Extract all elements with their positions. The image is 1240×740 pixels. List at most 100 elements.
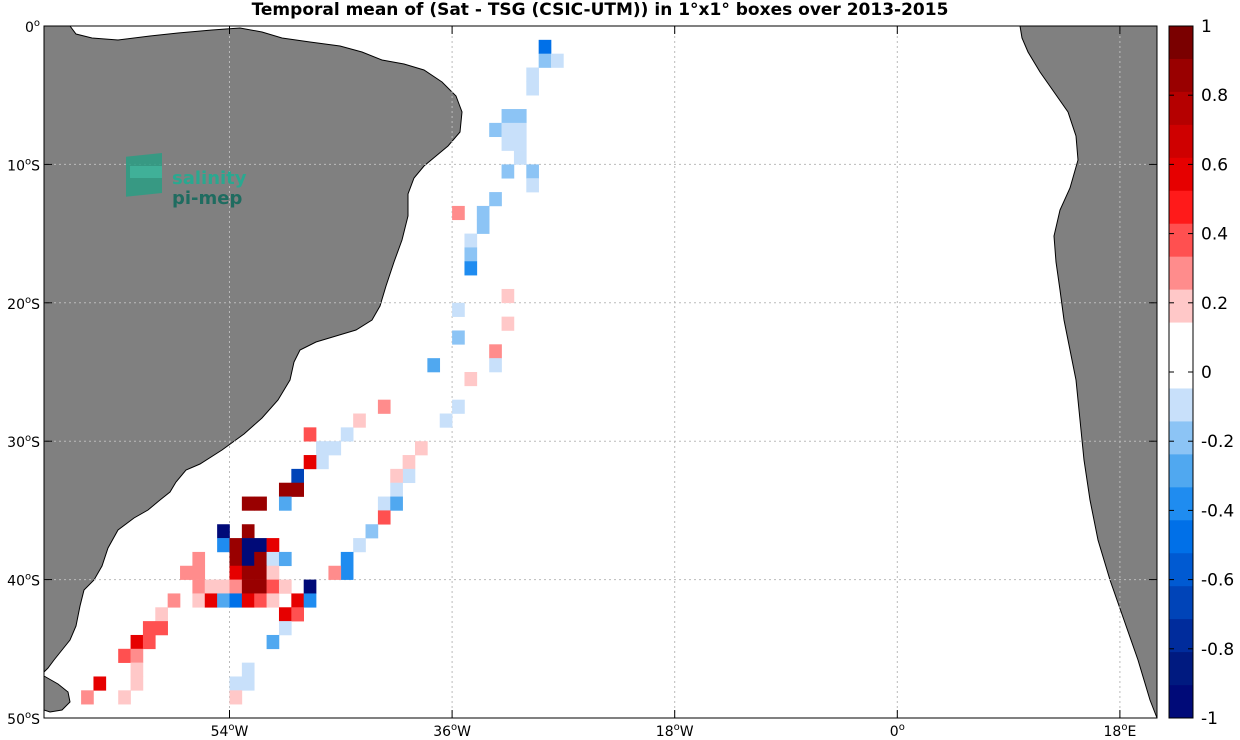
data-cell — [353, 413, 366, 428]
colorbar-segment — [1169, 58, 1193, 93]
data-cell — [538, 53, 552, 68]
data-cell — [501, 316, 515, 331]
lat-tick-label: 30oS — [7, 433, 40, 451]
data-cell — [217, 538, 230, 553]
data-cell — [316, 441, 329, 456]
data-cell — [266, 551, 280, 567]
colorbar-tick-label: 0.2 — [1201, 294, 1228, 314]
data-cell — [130, 676, 144, 691]
logo-text-salinity: salinity — [172, 168, 247, 189]
data-cell — [192, 579, 206, 594]
data-cell — [278, 607, 292, 622]
data-cell — [241, 551, 255, 567]
data-cell — [266, 538, 280, 553]
data-cell — [489, 358, 502, 373]
data-cell — [303, 427, 317, 442]
data-cell — [241, 524, 255, 539]
data-cell — [266, 593, 280, 608]
data-cell — [538, 39, 552, 54]
data-cell — [204, 593, 218, 608]
data-cell — [254, 593, 267, 608]
colorbar-tick-label: 1 — [1201, 17, 1212, 37]
logo-text-pi-mep: pi-mep — [172, 188, 242, 209]
data-cell — [93, 676, 107, 691]
data-cell — [241, 565, 255, 580]
data-cell — [192, 565, 206, 580]
colorbar-segment — [1169, 421, 1193, 455]
data-cell — [427, 358, 441, 373]
data-cell — [464, 233, 478, 248]
lat-tick-label: 40oS — [7, 572, 40, 590]
data-cell — [266, 634, 280, 650]
data-cell — [390, 468, 403, 484]
data-cell — [316, 455, 329, 470]
data-cell — [241, 579, 255, 594]
lat-tick-label: 10oS — [7, 156, 40, 174]
colorbar-segment — [1169, 190, 1193, 225]
data-cell — [452, 399, 465, 414]
data-cell — [452, 302, 465, 317]
data-cell — [340, 551, 354, 567]
data-cell — [229, 565, 243, 580]
map-title: Temporal mean of (Sat - TSG (CSIC-UTM)) … — [251, 0, 949, 20]
colorbar-tick-label: -0.2 — [1201, 432, 1234, 452]
data-cell — [229, 676, 243, 691]
colorbar-segment — [1169, 487, 1193, 521]
data-cell — [266, 565, 280, 580]
data-cell — [142, 621, 156, 636]
data-cell — [291, 607, 304, 622]
lon-tick-label: 36oW — [433, 722, 471, 740]
data-cell — [266, 579, 280, 594]
data-cell — [501, 122, 515, 138]
data-cell — [340, 427, 354, 442]
data-cell — [130, 634, 144, 650]
colorbar-segment — [1169, 26, 1193, 60]
data-cell — [526, 164, 539, 179]
data-cell — [278, 496, 292, 511]
axis-ticks: 0o 10oS 20oS 30oS 40oS 50oS 54oW 36oW 18oW 0o 18oE — [7, 18, 1157, 740]
colorbar-tick-label: 0.8 — [1201, 86, 1228, 106]
data-cell — [402, 455, 416, 470]
data-cell — [217, 524, 230, 539]
data-cell — [513, 136, 527, 151]
data-cell — [229, 593, 243, 608]
colorbar-segment — [1169, 619, 1193, 653]
data-cell — [217, 593, 230, 608]
data-cell — [402, 468, 416, 484]
data-cell — [118, 690, 131, 705]
data-cell — [501, 136, 515, 151]
data-cell — [291, 482, 304, 497]
data-cell — [241, 676, 255, 691]
data-cell — [303, 593, 317, 608]
colorbar-segment — [1169, 223, 1193, 258]
tierra-del-fuego-landmass — [43, 675, 71, 713]
colorbar-segment — [1169, 91, 1193, 126]
colorbar-tick-label: 0.4 — [1201, 225, 1228, 245]
data-cell — [254, 579, 267, 594]
data-cell — [501, 164, 515, 179]
salinity-pi-mep-logo: salinity pi-mep — [126, 152, 247, 209]
lat-tick-label: 0o — [25, 18, 40, 36]
data-cell — [204, 579, 218, 594]
data-cell — [130, 662, 144, 677]
colorbar-segment — [1169, 553, 1193, 587]
data-cell — [501, 109, 515, 124]
colorbar: 1 0.8 0.6 0.4 0.2 0 -0.2 -0.4 -0.6 -0.8 -1 — [1168, 17, 1234, 729]
data-cell — [526, 67, 539, 82]
colorbar-tick-label: -0.6 — [1201, 571, 1234, 591]
data-cell — [155, 621, 168, 636]
colorbar-segment — [1169, 322, 1193, 356]
data-cell — [489, 192, 502, 207]
lon-tick-label: 18oE — [1103, 722, 1136, 740]
colorbar-segment — [1169, 256, 1193, 291]
colorbar-tick-label: 0 — [1201, 363, 1212, 383]
data-cell — [291, 468, 304, 484]
data-cell — [254, 496, 267, 511]
data-cell — [142, 634, 156, 650]
data-cell — [167, 593, 181, 608]
data-cell — [241, 538, 255, 553]
colorbar-segment — [1169, 388, 1193, 422]
data-cell — [452, 205, 465, 221]
data-cell — [229, 551, 243, 567]
